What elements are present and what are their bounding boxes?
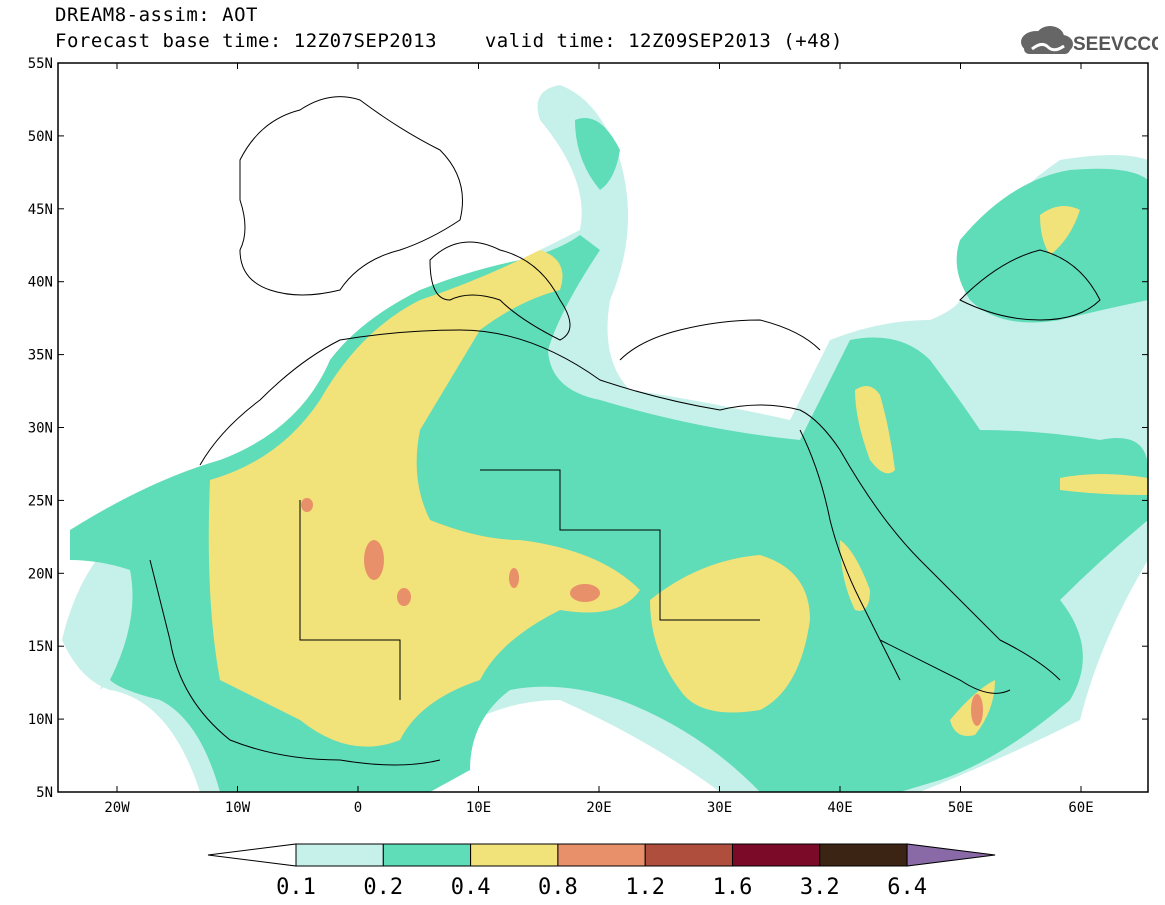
longitude-axis: 20W 10W 0 10E 20E 30E 40E 50E 60E — [104, 63, 1094, 816]
colorbar-label: 0.2 — [363, 875, 403, 900]
lat-tick-label: 40N — [28, 275, 53, 291]
colorbar-label: 0.8 — [538, 875, 578, 900]
lon-tick-label: 40E — [827, 800, 852, 816]
colorbar-swatch — [470, 843, 559, 867]
lat-tick-label: 50N — [28, 129, 53, 145]
lon-tick-label: 50E — [948, 800, 973, 816]
lat-tick-label: 20N — [28, 566, 53, 582]
map-title: DREAM8-assim: AOT — [55, 4, 258, 26]
lat-tick-label: 15N — [28, 639, 53, 655]
lon-tick-label: 10W — [225, 800, 251, 816]
lon-tick-label: 0 — [354, 800, 362, 816]
colorbar-swatch — [382, 843, 472, 867]
seevccc-logo: SEEVCCC — [1018, 22, 1165, 62]
lat-tick-label: 25N — [28, 493, 53, 509]
colorbar-label: 6.4 — [887, 875, 927, 900]
lat-tick-label: 10N — [28, 712, 53, 728]
map-subtitle: Forecast base time: 12Z07SEP2013 valid t… — [55, 30, 843, 52]
colorbar-swatch — [819, 843, 908, 867]
lat-tick-label: 45N — [28, 202, 53, 218]
aot-band-0-4 — [208, 206, 1148, 747]
aot-band-0-8 — [301, 498, 983, 726]
aot-field — [62, 85, 1148, 792]
colorbar-swatch — [295, 843, 384, 867]
colorbar-swatch — [557, 843, 646, 867]
lon-tick-label: 20E — [586, 800, 611, 816]
forecast-base-time: Forecast base time: 12Z07SEP2013 — [55, 30, 438, 52]
colorbar-label: 3.2 — [800, 875, 840, 900]
colorbar-high-arrow — [906, 843, 996, 867]
aot-colorbar: 0.1 0.2 0.4 0.8 1.2 1.6 3.2 6.4 — [207, 843, 996, 900]
valid-time: valid time: 12Z09SEP2013 (+48) — [484, 30, 843, 52]
colorbar-label: 1.6 — [713, 875, 753, 900]
colorbar-low-arrow — [207, 843, 297, 867]
lon-tick-label: 30E — [707, 800, 732, 816]
logo-text: SEEVCCC — [1073, 34, 1158, 55]
colorbar-label: 0.1 — [276, 875, 316, 900]
lat-tick-label: 30N — [28, 421, 53, 437]
latitude-axis: 55N 50N 45N 40N 35N 30N 25N 20N 15N 10N 5N — [28, 56, 1148, 801]
colorbar-swatch — [732, 843, 821, 867]
lat-tick-label: 5N — [36, 785, 53, 801]
cloud-logo-icon — [1021, 26, 1073, 54]
lon-tick-label: 20W — [104, 800, 130, 816]
lon-tick-label: 10E — [466, 800, 491, 816]
lat-tick-label: 55N — [28, 56, 53, 72]
colorbar-label: 0.4 — [451, 875, 491, 900]
colorbar-label: 1.2 — [625, 875, 665, 900]
colorbar-swatch — [644, 843, 734, 867]
lon-tick-label: 60E — [1068, 800, 1093, 816]
coastlines — [149, 96, 1101, 766]
lat-tick-label: 35N — [28, 348, 53, 364]
